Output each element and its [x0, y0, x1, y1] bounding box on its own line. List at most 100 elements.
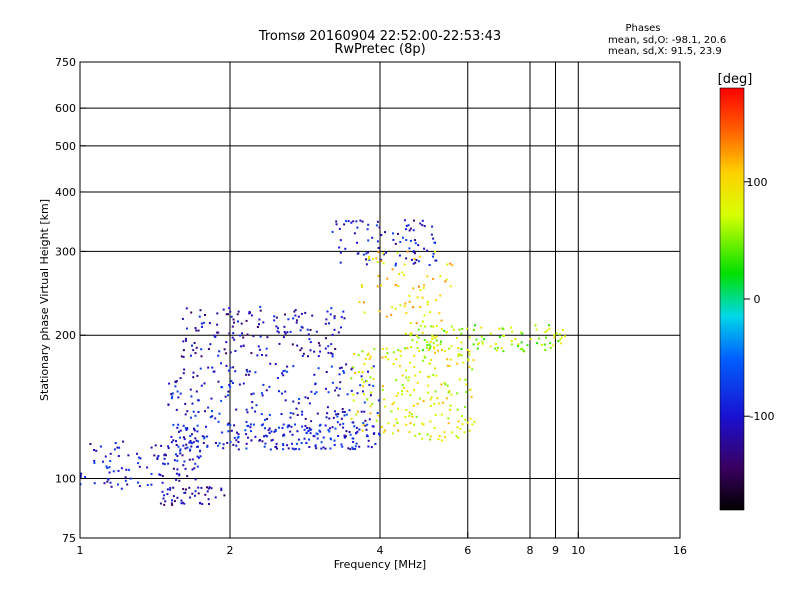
data-point	[293, 448, 296, 451]
data-point	[172, 423, 175, 426]
data-point	[157, 455, 160, 457]
data-point	[343, 434, 346, 437]
data-point	[397, 392, 400, 395]
data-point	[444, 383, 447, 386]
data-point	[228, 384, 231, 386]
data-point	[557, 340, 560, 343]
data-point	[377, 275, 380, 278]
y-axis: 75 100 200 300 400 500 600 750	[55, 56, 86, 545]
data-point	[548, 327, 551, 330]
data-point	[350, 417, 353, 420]
data-point	[377, 247, 380, 249]
data-point	[304, 417, 307, 420]
data-point	[296, 414, 299, 416]
data-point	[291, 433, 294, 436]
data-point	[193, 467, 196, 470]
data-point	[331, 381, 334, 384]
data-point	[213, 370, 216, 373]
data-point	[461, 328, 464, 330]
data-point	[392, 351, 395, 354]
data-point	[448, 365, 451, 368]
data-point	[358, 445, 361, 448]
data-point	[368, 418, 371, 421]
data-point	[194, 327, 197, 329]
data-point	[329, 313, 332, 316]
data-point	[398, 273, 401, 276]
data-point	[105, 465, 108, 468]
data-point	[440, 319, 443, 322]
data-point	[387, 422, 390, 425]
data-point	[335, 413, 338, 416]
data-point	[444, 436, 446, 439]
data-point	[242, 344, 245, 347]
stats-o-mode: mean, sd,O: -98.1, 20.6	[608, 35, 726, 46]
data-point	[333, 439, 336, 442]
data-point	[440, 439, 443, 442]
data-point	[448, 347, 451, 350]
data-point	[367, 439, 370, 442]
data-point	[502, 335, 504, 338]
data-point	[367, 370, 369, 373]
data-point	[179, 448, 182, 451]
data-point	[277, 331, 280, 334]
data-point	[415, 259, 418, 261]
data-point	[192, 371, 195, 374]
data-point	[365, 263, 368, 266]
data-point	[225, 341, 228, 344]
data-point	[308, 338, 311, 341]
data-point	[284, 332, 287, 335]
data-point	[544, 331, 547, 334]
data-point	[114, 442, 117, 444]
data-point	[384, 429, 387, 432]
data-point	[456, 408, 459, 411]
data-point	[190, 442, 193, 445]
data-point	[260, 424, 263, 427]
data-point	[366, 353, 369, 356]
data-point	[378, 434, 381, 437]
data-point	[214, 496, 217, 499]
data-point	[319, 423, 322, 426]
data-point	[334, 348, 337, 350]
data-point	[355, 426, 358, 429]
data-point	[314, 444, 317, 447]
data-point	[281, 427, 284, 429]
data-point	[399, 241, 402, 243]
data-point	[309, 349, 312, 352]
data-point	[338, 387, 341, 390]
data-point	[159, 502, 162, 505]
stats-x-mode: mean, sd,X: 91.5, 23.9	[608, 46, 722, 57]
data-point	[184, 447, 187, 450]
data-point	[165, 454, 167, 457]
data-point	[401, 390, 403, 392]
data-point	[370, 446, 373, 449]
data-point	[331, 230, 334, 233]
data-point	[435, 335, 438, 338]
data-point	[381, 356, 384, 359]
data-point	[410, 413, 413, 416]
data-point	[411, 415, 414, 418]
data-point	[298, 448, 301, 451]
data-point	[412, 262, 415, 265]
data-point	[275, 445, 278, 448]
data-point	[468, 365, 471, 368]
data-point	[496, 349, 499, 352]
data-point	[246, 370, 249, 373]
data-point	[278, 390, 280, 393]
data-point	[397, 429, 400, 432]
data-point	[255, 404, 258, 407]
data-point	[180, 499, 183, 502]
data-point	[392, 232, 394, 235]
data-point	[188, 486, 191, 489]
data-point	[430, 233, 433, 236]
data-point	[276, 377, 279, 379]
data-point	[225, 352, 228, 355]
data-point	[356, 226, 359, 229]
data-point	[282, 434, 285, 437]
data-point	[498, 336, 501, 338]
data-point	[391, 306, 394, 309]
data-point	[340, 316, 343, 319]
data-point	[327, 345, 330, 348]
data-point	[432, 374, 435, 376]
data-point	[104, 455, 107, 458]
data-point	[534, 324, 537, 327]
